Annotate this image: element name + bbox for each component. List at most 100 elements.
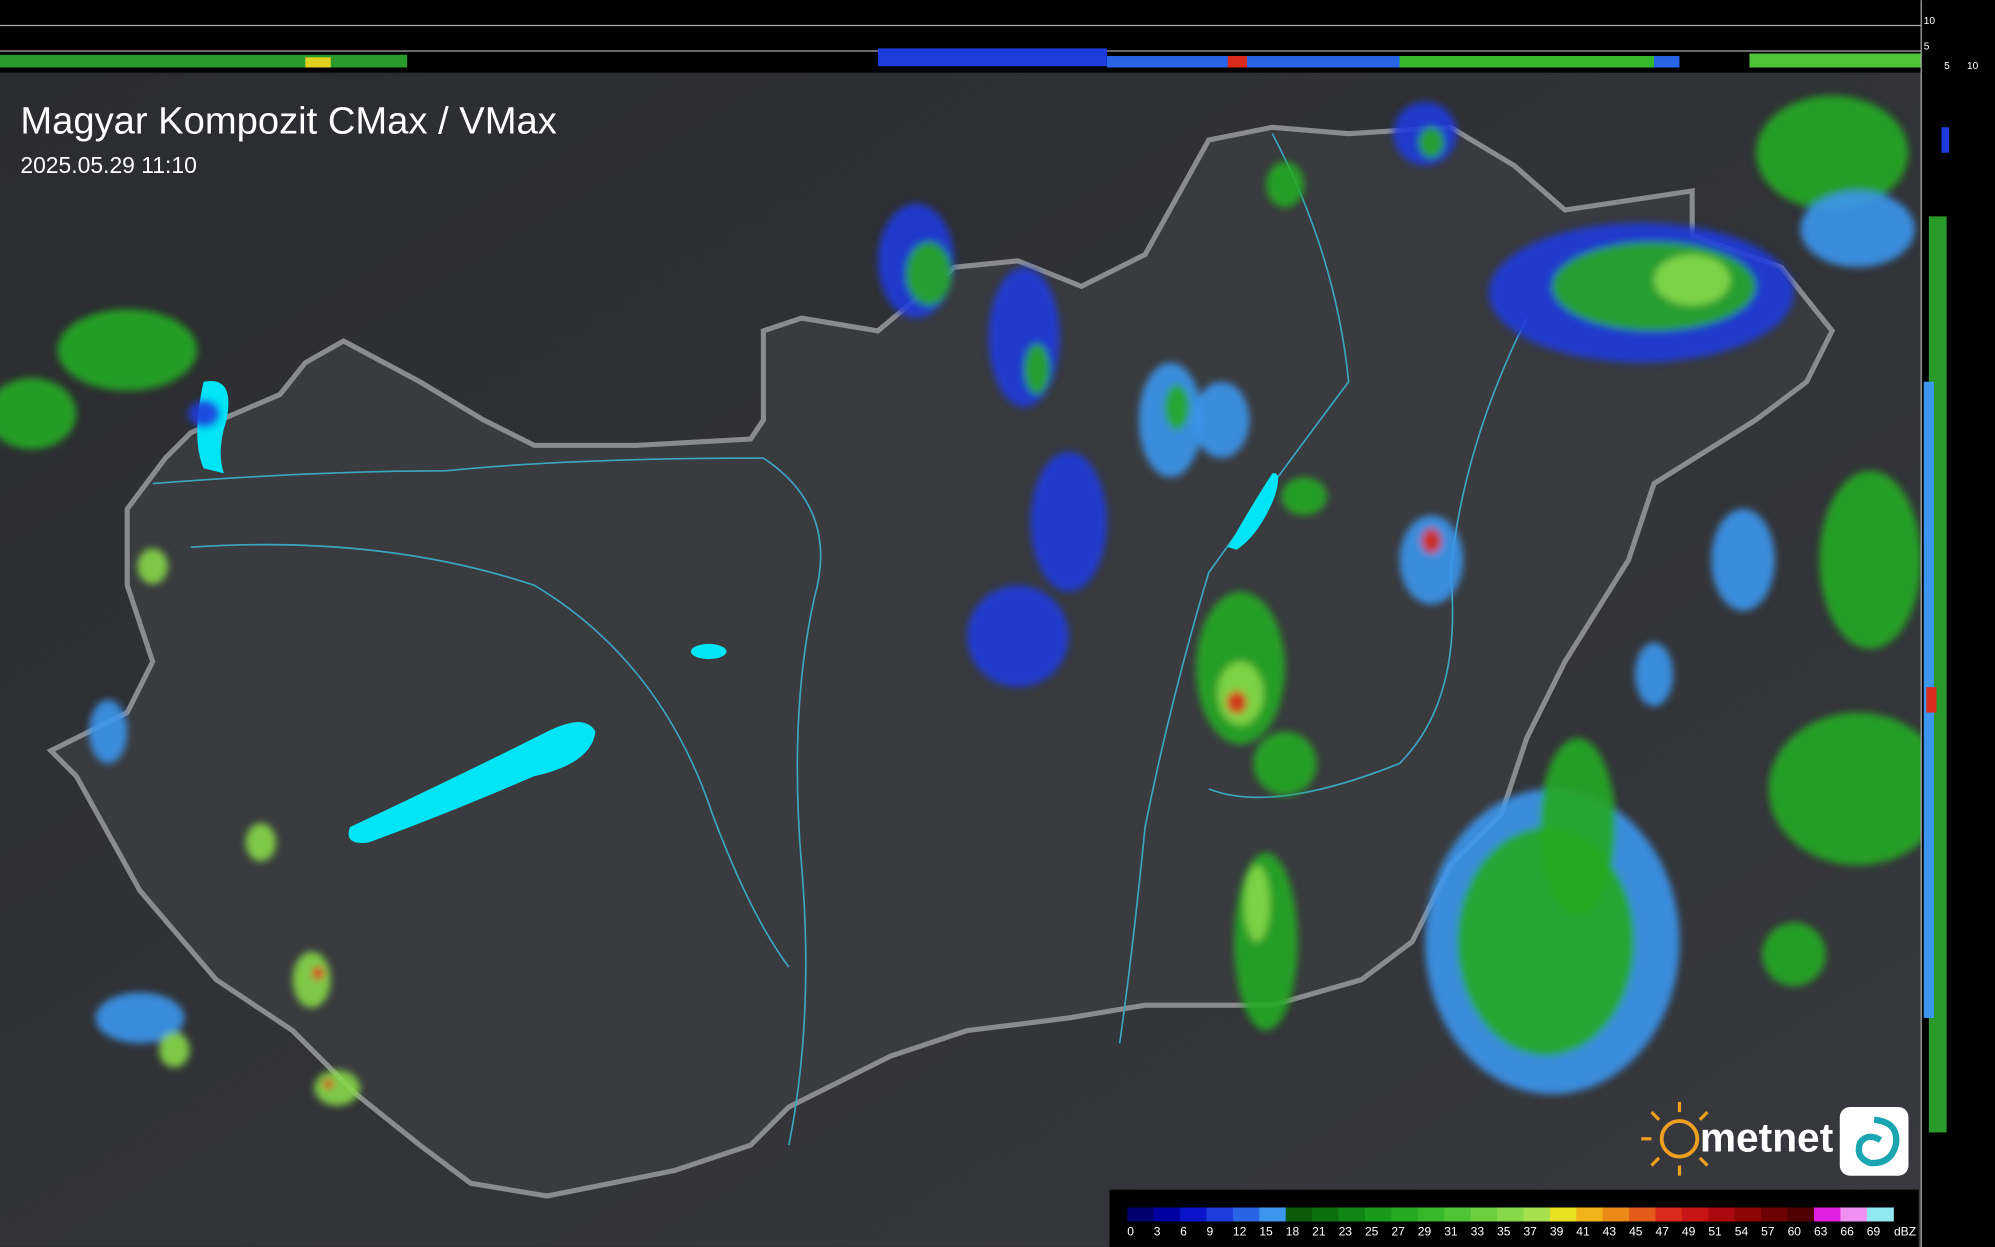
- legend-swatch: [1232, 1207, 1260, 1222]
- legend-swatch: [1840, 1207, 1868, 1222]
- legend-label: 47: [1656, 1224, 1670, 1238]
- radar-echo: [95, 992, 185, 1044]
- side-profile-echoes: [1923, 127, 1950, 1133]
- legend-swatch: [1391, 1207, 1419, 1222]
- radar-echo: [89, 699, 128, 764]
- radar-echo: [0, 377, 77, 450]
- legend-label: 69: [1867, 1224, 1881, 1238]
- legend-swatch: [1734, 1207, 1762, 1222]
- lakes: [197, 380, 1279, 843]
- legend-label: 45: [1629, 1224, 1643, 1238]
- legend-swatch: [1364, 1207, 1393, 1222]
- legend-swatch: [1761, 1207, 1789, 1222]
- radar-echo: [57, 309, 198, 391]
- radar-echo: [137, 548, 168, 585]
- radar-echo: [159, 1031, 190, 1068]
- side-axis-label: 10: [1967, 61, 1979, 72]
- legend-swatch: [1180, 1207, 1208, 1222]
- radar-echo: [1226, 690, 1247, 714]
- legend-swatch: [1285, 1207, 1313, 1222]
- radar-echo: [1281, 477, 1328, 516]
- radar-echo: [292, 951, 331, 1008]
- radar-echo: [1421, 528, 1442, 554]
- legend: 0 3 6 9 12 15 18 21 23 25 27 29 31 33 35 37 39 41 43 45 47 49…: [1127, 1207, 1916, 1238]
- legend-swatch: [1681, 1207, 1709, 1222]
- radar-echo: [1265, 161, 1305, 208]
- legend-label: 51: [1708, 1224, 1722, 1238]
- radar-echo: [311, 967, 325, 980]
- legend-label: 3: [1154, 1224, 1161, 1238]
- legend-label: 9: [1207, 1224, 1214, 1238]
- radar-echo: [1193, 381, 1250, 459]
- radar-echo: [1164, 384, 1190, 431]
- legend-label: 49: [1682, 1224, 1696, 1238]
- radar-echo: [1755, 95, 1909, 210]
- legend-label: 33: [1471, 1224, 1485, 1238]
- legend-label: 54: [1735, 1224, 1749, 1238]
- legend-label: 25: [1365, 1224, 1379, 1238]
- legend-unit: dBZ: [1894, 1224, 1916, 1238]
- legend-label: 63: [1814, 1224, 1828, 1238]
- legend-swatch: [1787, 1207, 1815, 1222]
- legend-swatch: [1259, 1207, 1287, 1222]
- radar-echo: [1539, 738, 1616, 917]
- legend-label: 57: [1761, 1224, 1775, 1238]
- top-profile-echoes: [0, 48, 1922, 68]
- legend-swatch: [1813, 1207, 1842, 1222]
- legend-label: 21: [1312, 1224, 1326, 1238]
- radar-echo: [1030, 451, 1107, 592]
- radar-echo: [1762, 922, 1826, 987]
- legend-label: 6: [1180, 1224, 1187, 1238]
- timestamp: 2025.05.29 11:10: [20, 152, 197, 178]
- legend-swatch: [1444, 1207, 1472, 1222]
- radar-echo: [323, 1078, 334, 1090]
- legend-label: 39: [1550, 1224, 1564, 1238]
- legend-swatch: [1417, 1207, 1445, 1222]
- radar-echo: [1800, 190, 1915, 268]
- radar-echo: [1768, 712, 1947, 866]
- radar-echoes: [0, 95, 1947, 1106]
- legend-label: 23: [1339, 1224, 1353, 1238]
- legend-label: 0: [1127, 1224, 1134, 1238]
- map-title: Magyar Kompozit CMax / VMax: [20, 100, 556, 143]
- radar-echo: [1819, 470, 1922, 649]
- legend-label: 29: [1418, 1224, 1432, 1238]
- radar-echo: [1634, 642, 1674, 707]
- legend-swatch: [1127, 1207, 1155, 1222]
- side-axis-label: 5: [1944, 61, 1950, 72]
- legend-swatch: [1470, 1207, 1498, 1222]
- legend-swatch: [1576, 1207, 1604, 1222]
- radar-echo: [905, 241, 952, 306]
- legend-label: 27: [1391, 1224, 1405, 1238]
- legend-label: 15: [1259, 1224, 1273, 1238]
- legend-label: 41: [1576, 1224, 1590, 1238]
- logo: metnet: [1641, 1101, 1909, 1176]
- radar-echo: [988, 267, 1060, 408]
- legend-swatch: [1206, 1207, 1234, 1222]
- side-axis-label: 5: [1924, 42, 1930, 53]
- legend-swatch: [1338, 1207, 1366, 1222]
- legend-swatch: [1312, 1207, 1340, 1222]
- rivers: [152, 133, 1528, 1146]
- radar-echo: [966, 585, 1069, 688]
- side-axis-label: 10: [1924, 16, 1936, 27]
- radar-echo: [1654, 254, 1731, 306]
- country-border: [46, 124, 1836, 1199]
- legend-swatch: [1866, 1207, 1894, 1222]
- radar-echo: [245, 823, 277, 862]
- radar-echo: [314, 1070, 361, 1106]
- legend-label: 18: [1286, 1224, 1300, 1238]
- radar-echo: [1418, 127, 1445, 158]
- legend-swatch: [1708, 1207, 1736, 1222]
- legend-swatch: [1629, 1207, 1657, 1222]
- radar-echo: [1244, 865, 1270, 942]
- legend-label: 43: [1603, 1224, 1617, 1238]
- legend-swatch: [1523, 1207, 1551, 1222]
- legend-swatch: [1497, 1207, 1525, 1222]
- legend-label: 60: [1788, 1224, 1802, 1238]
- legend-label: 66: [1840, 1224, 1854, 1238]
- legend-label: 35: [1497, 1224, 1511, 1238]
- legend-swatch: [1602, 1207, 1630, 1222]
